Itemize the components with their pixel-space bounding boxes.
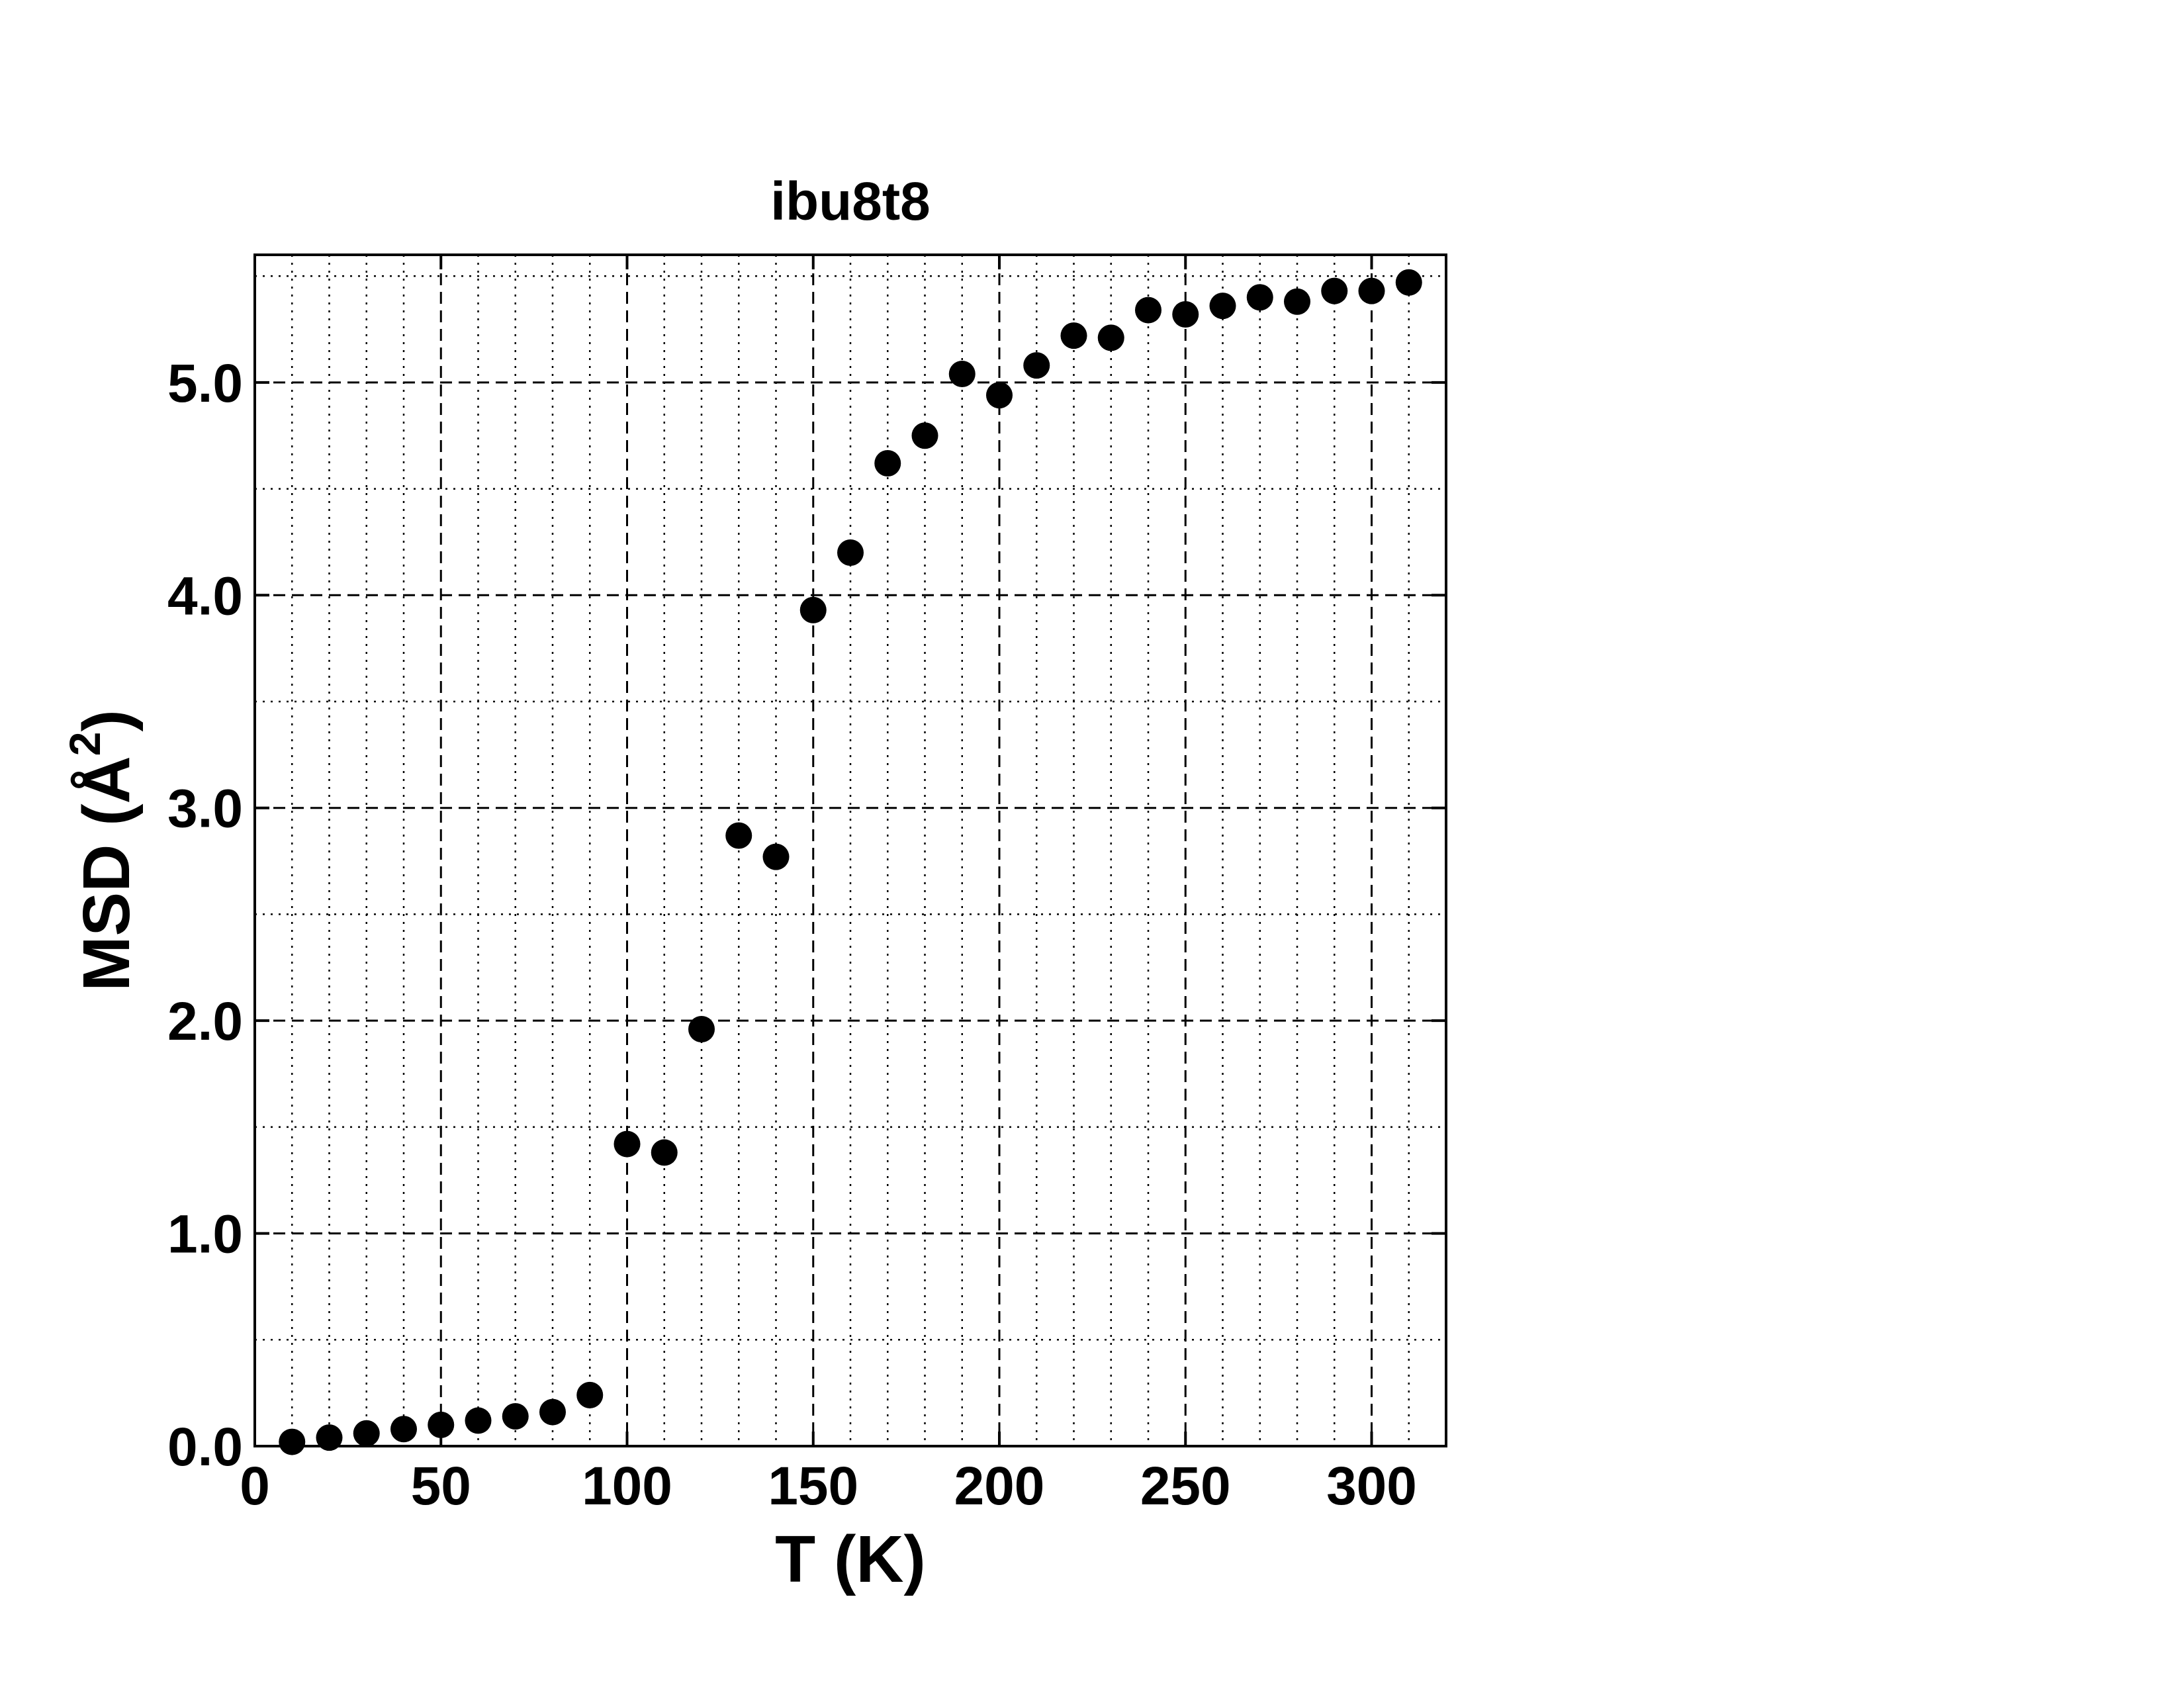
x-tick-label: 150 [768, 1456, 858, 1516]
data-points [279, 269, 1422, 1455]
data-point [279, 1428, 306, 1455]
plot-frame [253, 253, 1447, 1447]
data-point [353, 1420, 380, 1447]
data-point [911, 422, 938, 449]
y-axis-label: MSD (Å2) [60, 709, 144, 991]
data-point [948, 361, 976, 387]
data-point [1135, 297, 1161, 324]
data-point [1097, 324, 1124, 351]
grid-lines [255, 255, 1446, 1446]
data-point [428, 1411, 455, 1438]
data-point [1172, 301, 1199, 328]
tick-labels: 0 50 100 150 200 250 300 0.0 1.0 2.0 3.0 4.0 5.0 [167, 353, 1417, 1516]
y-tick-label: 1.0 [167, 1205, 243, 1265]
data-point [614, 1130, 641, 1158]
data-point [576, 1381, 604, 1408]
y-axis-label-base: MSD (Å [69, 756, 144, 991]
x-tick-label: 250 [1140, 1456, 1231, 1516]
y-tick-label: 3.0 [167, 779, 243, 839]
y-axis-label-closing: ) [69, 709, 144, 731]
x-tick-label: 300 [1326, 1456, 1417, 1516]
data-point [1246, 284, 1273, 311]
axis-ticks [253, 255, 1446, 1447]
y-tick-label: 4.0 [167, 566, 243, 626]
data-point [725, 822, 752, 849]
y-tick-label: 5.0 [167, 353, 243, 414]
y-axis-label-superscript: 2 [60, 732, 109, 756]
data-point [502, 1403, 529, 1430]
data-point [1023, 352, 1050, 379]
x-tick-label: 200 [954, 1456, 1045, 1516]
data-point [762, 843, 790, 870]
data-point [837, 539, 864, 566]
data-point [651, 1139, 678, 1166]
x-axis-label: T (K) [775, 1522, 926, 1596]
data-point [539, 1398, 566, 1426]
x-tick-label: 0 [240, 1456, 270, 1516]
data-point [1209, 293, 1236, 320]
data-point [874, 450, 901, 477]
data-point [1321, 277, 1348, 304]
data-point [799, 596, 827, 623]
data-point [986, 382, 1013, 409]
data-point [688, 1016, 715, 1042]
data-point [1395, 269, 1422, 296]
y-tick-label: 0.0 [167, 1417, 243, 1477]
data-point [465, 1407, 492, 1434]
chart-title: ibu8t8 [770, 171, 930, 232]
data-point [1060, 322, 1087, 349]
data-point [316, 1424, 343, 1451]
x-tick-label: 100 [582, 1456, 672, 1516]
x-tick-label: 50 [411, 1456, 471, 1516]
data-point [1358, 277, 1385, 304]
data-point [1284, 288, 1310, 315]
data-point [390, 1416, 417, 1443]
y-tick-label: 2.0 [167, 991, 243, 1052]
